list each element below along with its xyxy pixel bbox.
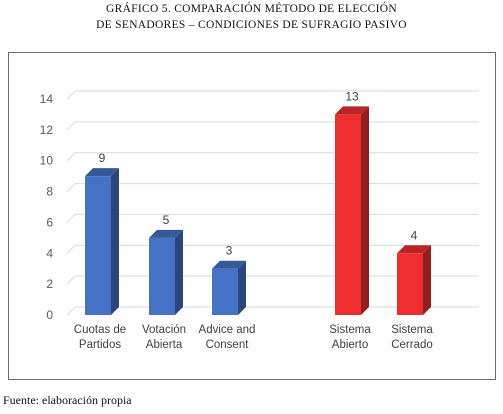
figure-title-line-2: DE SENADORES – CONDICIONES DE SUFRAGIO P… <box>96 19 407 31</box>
data-label: 3 <box>226 244 233 258</box>
data-label: 13 <box>345 89 359 103</box>
bar-side <box>361 106 369 315</box>
bar-side <box>111 168 119 315</box>
bar-top <box>212 260 246 269</box>
gridline-edge <box>66 275 76 285</box>
bar-front <box>149 237 175 315</box>
bar <box>149 229 183 315</box>
bar <box>212 260 246 315</box>
bar <box>85 168 119 315</box>
y-tick-label: 0 <box>46 308 53 322</box>
category-label: Sistema Cerrado <box>391 324 433 351</box>
source-note: Fuente: elaboración propia <box>3 393 132 407</box>
data-label: 9 <box>99 151 106 165</box>
y-tick-label: 8 <box>46 185 53 199</box>
category-label: Sistema Abierto <box>329 324 371 351</box>
gridline-edge <box>66 183 76 192</box>
y-tick-label: 4 <box>46 246 53 260</box>
bar-chart: 0 2 4 6 8 10 12 14 9 Cuotas de Partidos 5 Votación Ab… <box>40 89 479 351</box>
gridline-edge <box>66 152 76 162</box>
bar-side <box>423 245 431 315</box>
y-tick-label: 14 <box>40 92 54 106</box>
bar-side <box>238 260 246 315</box>
bar-front <box>397 253 423 315</box>
gridline-edge <box>66 306 76 316</box>
y-tick-label: 2 <box>46 277 53 291</box>
category-label: Votación Abierta <box>142 324 186 351</box>
chart-frame: 0 2 4 6 8 10 12 14 9 Cuotas de Partidos 5 Votación Ab… <box>8 52 496 380</box>
bar-front <box>335 114 361 315</box>
bar-top <box>149 229 183 238</box>
data-label: 5 <box>163 213 170 227</box>
gridline-edge <box>66 214 76 223</box>
figure-title-line-1: GRÁFICO 5. COMPARACIÓN MÉTODO DE ELECCIÓ… <box>106 3 397 15</box>
bar-top <box>85 168 119 177</box>
bar <box>397 245 431 315</box>
gridline-edge <box>66 90 76 100</box>
bar-top <box>335 106 369 115</box>
gridline-edge <box>66 244 76 254</box>
bar <box>335 106 369 315</box>
bar-front <box>212 268 238 315</box>
bar-side <box>175 229 183 315</box>
y-tick-label: 10 <box>40 154 54 168</box>
data-label: 4 <box>411 228 418 242</box>
gridline-edge <box>66 121 76 131</box>
category-label: Advice and Consent <box>199 324 256 351</box>
category-label: Cuotas de Partidos <box>74 324 126 351</box>
bar-front <box>85 176 111 315</box>
bar-top <box>397 245 431 254</box>
y-tick-label: 12 <box>40 123 54 137</box>
y-tick-label: 6 <box>46 215 53 229</box>
